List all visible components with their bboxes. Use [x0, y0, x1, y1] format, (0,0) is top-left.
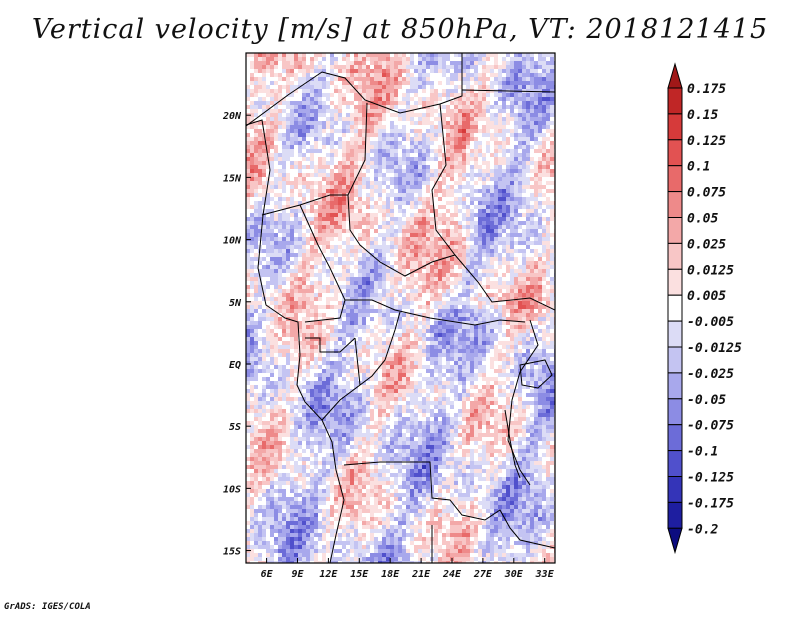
colorbar-segment — [667, 113, 683, 141]
x-tick-label: 30E — [504, 569, 524, 580]
colorbar-segment — [667, 320, 683, 348]
colorbar-label: -0.025 — [687, 367, 734, 382]
lake-victoria — [519, 359, 553, 389]
x-tick-label: 27E — [473, 569, 493, 580]
colorbar-segment — [667, 450, 683, 478]
x-tick-label: 9E — [291, 569, 304, 580]
colorbar-segment — [667, 242, 683, 270]
colorbar-segment — [667, 476, 683, 503]
axis-ticks: 6E 9E 12E 15E 18E 21E 24E 27E 30E 33E 15S 10S 5S EQ 5N… — [222, 111, 555, 580]
colorbar-segment — [667, 372, 683, 400]
y-tick-label: 15S — [223, 547, 241, 558]
x-tick-label: 15E — [350, 569, 369, 580]
colorbar-label: -0.005 — [687, 315, 734, 330]
chart-title: Vertical velocity [m/s] at 850hPa, VT: 2… — [31, 14, 769, 45]
border-car — [345, 299, 526, 326]
colorbar-label: -0.125 — [687, 471, 734, 486]
x-tick-label: 6E — [261, 569, 274, 580]
colorbar-segment — [667, 139, 683, 167]
x-tick-label: 21E — [411, 569, 431, 580]
colorbar-segment — [667, 268, 683, 296]
colorbar-segment — [667, 217, 683, 244]
colorbar-segment — [667, 346, 683, 374]
colorbar-segment — [667, 165, 683, 193]
border-angola — [343, 461, 555, 549]
colorbar-label: 0.175 — [687, 82, 726, 97]
y-tick-label: 15N — [223, 173, 242, 184]
coastline-west — [246, 119, 345, 563]
colorbar-top-arrow — [667, 62, 683, 89]
colorbar-segment — [667, 191, 683, 219]
y-tick-label: EQ — [229, 360, 241, 371]
border-nigeria — [261, 194, 348, 323]
border-north-1 — [246, 53, 463, 127]
border-sudan — [431, 103, 456, 256]
velocity-field — [246, 53, 555, 563]
x-tick-label: 12E — [319, 569, 338, 580]
colorbar-label: -0.175 — [687, 496, 734, 511]
colorbar-segment — [667, 424, 683, 452]
plot-frame — [245, 52, 556, 564]
colorbar-segment — [667, 87, 683, 115]
y-tick-label: 5S — [229, 422, 241, 433]
colorbar-label: -0.05 — [687, 393, 726, 408]
grads-credit: GrADS: IGES/COLA — [4, 602, 91, 612]
colorbar-label: -0.1 — [687, 445, 718, 460]
border-gabon — [305, 337, 356, 353]
x-tick-label: 24E — [442, 569, 462, 580]
border-north-2 — [461, 89, 555, 93]
lake-tanganyika — [504, 409, 521, 479]
x-tick-label: 33E — [535, 569, 555, 580]
y-tick-label: 5N — [229, 298, 242, 309]
x-tick-label: 18E — [381, 569, 400, 580]
colorbar-label: -0.0125 — [687, 341, 742, 356]
colorbar-label: 0.005 — [687, 289, 726, 304]
colorbar-label: 0.15 — [687, 108, 718, 123]
colorbar-label: 0.1 — [687, 160, 710, 175]
country-borders — [246, 53, 555, 563]
colorbar-segment — [667, 398, 683, 426]
y-tick-label: 10N — [223, 236, 242, 247]
colorbar-segment — [667, 294, 683, 322]
colorbar-label: 0.025 — [687, 237, 726, 252]
y-tick-label: 20N — [222, 111, 242, 122]
colorbar: 0.175 0.15 0.125 0.1 0.075 0.05 0.025 0.0125 0.0… — [667, 62, 742, 555]
border-congo — [321, 311, 401, 421]
colorbar-label: 0.0125 — [687, 263, 734, 278]
colorbar-label: 0.075 — [687, 186, 726, 201]
colorbar-label: 0.05 — [687, 212, 718, 227]
colorbar-label: -0.2 — [687, 522, 718, 537]
colorbar-label: -0.075 — [687, 419, 734, 434]
colorbar-segment — [667, 501, 683, 529]
y-tick-label: 10S — [223, 484, 241, 495]
colorbar-label: 0.125 — [687, 134, 726, 149]
colorbar-bottom-arrow — [667, 527, 683, 555]
border-drc-east — [507, 319, 539, 486]
